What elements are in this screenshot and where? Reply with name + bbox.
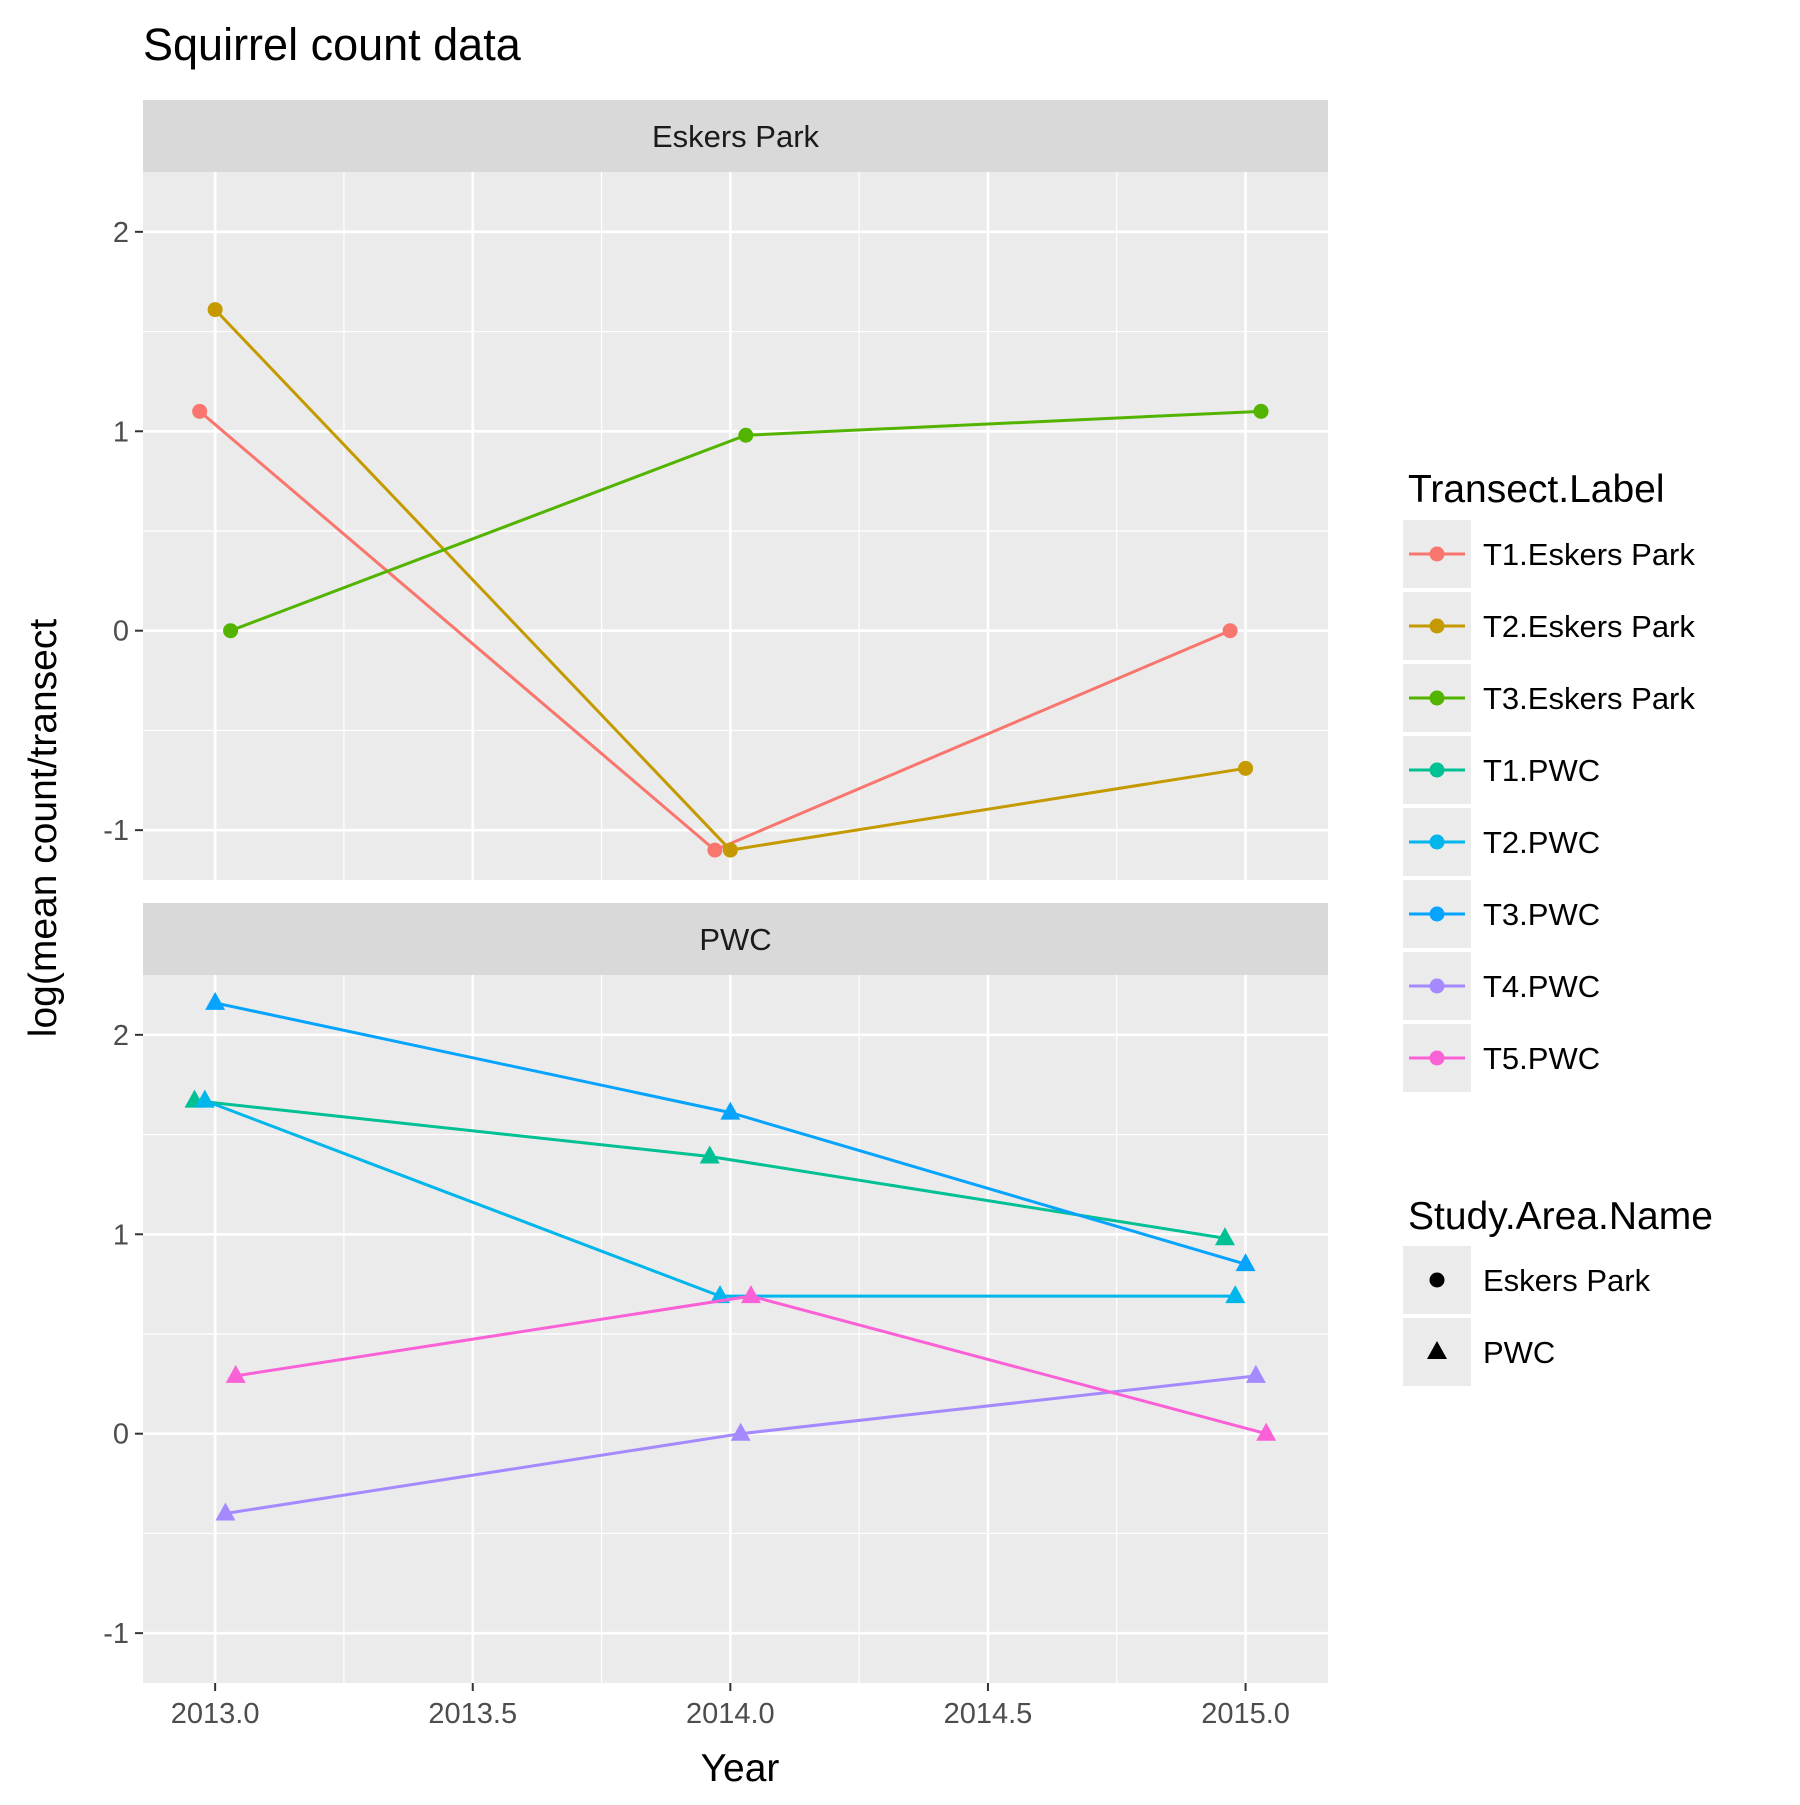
color-legend-title: Transect.Label	[1408, 468, 1665, 511]
facet-strip	[143, 903, 1328, 975]
legend-key-point	[1429, 1050, 1445, 1066]
panel-background	[143, 975, 1328, 1683]
data-point	[1214, 1227, 1235, 1246]
data-point	[707, 842, 723, 858]
data-point	[1225, 1285, 1246, 1304]
panel-eskers-park: Eskers Park -1 0 1 2	[103, 100, 1328, 880]
data-point	[1235, 1253, 1256, 1272]
data-point	[215, 1502, 236, 1521]
data-point	[730, 1422, 751, 1441]
panel-background	[143, 172, 1328, 880]
data-point	[194, 1089, 215, 1108]
legend-entry-t1-pwc: T1.PWC	[1403, 736, 1600, 804]
facet-strip-label: Eskers Park	[652, 119, 820, 154]
legend-label: T3.PWC	[1483, 897, 1600, 932]
x-tick-label: 2014.0	[686, 1698, 775, 1730]
y-tick-label: 0	[113, 616, 129, 648]
data-point	[720, 1101, 741, 1120]
legend-key-shape	[1429, 1272, 1445, 1288]
legend-key-point	[1429, 546, 1445, 562]
data-point	[192, 403, 208, 419]
legend: Transect.Label Study.Area.Name T1.Eskers…	[1403, 468, 1713, 1386]
legend-key-point	[1429, 762, 1445, 778]
legend-label: T5.PWC	[1483, 1041, 1600, 1076]
legend-label: PWC	[1483, 1335, 1555, 1370]
legend-entry-t1-eskers-park: T1.Eskers Park	[1403, 520, 1695, 588]
legend-label: T1.Eskers Park	[1483, 537, 1695, 572]
data-point	[722, 842, 738, 858]
x-axis-title: Year	[701, 1747, 780, 1790]
x-tick-label: 2013.0	[171, 1698, 260, 1730]
legend-entry-eskers-park: Eskers Park	[1403, 1246, 1651, 1314]
legend-label: T2.PWC	[1483, 825, 1600, 860]
x-axis: 2013.0 2013.5 2014.0 2014.5 2015.0	[171, 1683, 1290, 1730]
y-tick-label: 1	[113, 416, 129, 448]
series-t3-eskers-park	[223, 403, 1269, 639]
y-tick-label: 1	[113, 1219, 129, 1251]
facet-strip-label: PWC	[699, 922, 771, 957]
data-point	[1256, 1422, 1277, 1441]
data-point	[205, 991, 226, 1010]
data-point	[1238, 760, 1254, 776]
y-tick-label: 0	[113, 1419, 129, 1451]
legend-label: Eskers Park	[1483, 1263, 1651, 1298]
legend-key-point	[1429, 690, 1445, 706]
chart-title: Squirrel count data	[143, 19, 522, 70]
legend-label: T3.Eskers Park	[1483, 681, 1695, 716]
data-point	[740, 1285, 761, 1304]
legend-label: T2.Eskers Park	[1483, 609, 1695, 644]
x-tick-label: 2015.0	[1201, 1698, 1290, 1730]
data-point	[1222, 623, 1238, 639]
series-t1-eskers-park	[192, 403, 1238, 858]
y-tick-label: 2	[113, 1020, 129, 1052]
data-point	[1245, 1364, 1266, 1383]
data-point	[223, 623, 239, 639]
series-t2-eskers-park	[207, 302, 1254, 858]
data-point	[738, 427, 754, 443]
facet-strip	[143, 100, 1328, 172]
legend-entry-t3-eskers-park: T3.Eskers Park	[1403, 664, 1695, 732]
y-tick-label: 2	[113, 217, 129, 249]
y-tick-label: -1	[103, 815, 129, 847]
series-t2-pwc	[194, 1089, 1246, 1304]
legend-key-point	[1429, 834, 1445, 850]
x-tick-label: 2013.5	[428, 1698, 517, 1730]
data-point	[699, 1145, 720, 1164]
legend-entry-t4-pwc: T4.PWC	[1403, 952, 1600, 1020]
legend-key-point	[1429, 978, 1445, 994]
legend-key-point	[1429, 618, 1445, 634]
panels-layer: Eskers Park -1 0 1 2 PWC -1 0 1 2 2013.0 2013.5 2014…	[103, 100, 1328, 1730]
y-axis-title: log(mean count/transect	[22, 619, 65, 1038]
legend-entry-t2-pwc: T2.PWC	[1403, 808, 1600, 876]
legend-key-point	[1429, 906, 1445, 922]
legend-entry-t3-pwc: T3.PWC	[1403, 880, 1600, 948]
series-t1-pwc	[184, 1089, 1235, 1246]
series-t3-pwc	[205, 991, 1256, 1272]
data-point	[207, 302, 223, 318]
legend-entry-t2-eskers-park: T2.Eskers Park	[1403, 592, 1695, 660]
legend-entry-pwc: PWC	[1403, 1318, 1555, 1386]
panel-pwc: PWC -1 0 1 2	[103, 903, 1328, 1683]
legend-key-shape	[1427, 1341, 1447, 1359]
legend-label: T4.PWC	[1483, 969, 1600, 1004]
shape-legend-title: Study.Area.Name	[1408, 1195, 1713, 1238]
legend-label: T1.PWC	[1483, 753, 1600, 788]
x-tick-label: 2014.5	[944, 1698, 1033, 1730]
legend-entry-t5-pwc: T5.PWC	[1403, 1024, 1600, 1092]
data-point	[1253, 403, 1269, 419]
data-point	[225, 1364, 246, 1383]
series-t4-pwc	[215, 1364, 1266, 1521]
y-tick-label: -1	[103, 1618, 129, 1650]
series-t5-pwc	[225, 1285, 1277, 1441]
